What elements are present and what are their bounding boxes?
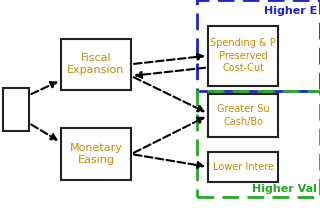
Bar [208,26,278,86]
Bar [61,128,131,180]
Bar [61,39,131,90]
Bar [197,0,320,91]
Text: Fiscal
Expansion: Fiscal Expansion [67,53,125,75]
Text: Lower Intere: Lower Intere [212,162,274,172]
Text: Spending & P
Preserved
Cost-Cut: Spending & P Preserved Cost-Cut [210,38,276,73]
Bar [208,94,278,137]
Text: Monetary
Easing: Monetary Easing [69,143,123,165]
Text: Higher Val: Higher Val [252,184,317,194]
Text: Greater Su
Cash/Bo: Greater Su Cash/Bo [217,104,269,127]
Bar [3,88,29,131]
Bar [197,91,320,197]
Text: Higher E: Higher E [264,6,317,16]
Bar [208,152,278,182]
